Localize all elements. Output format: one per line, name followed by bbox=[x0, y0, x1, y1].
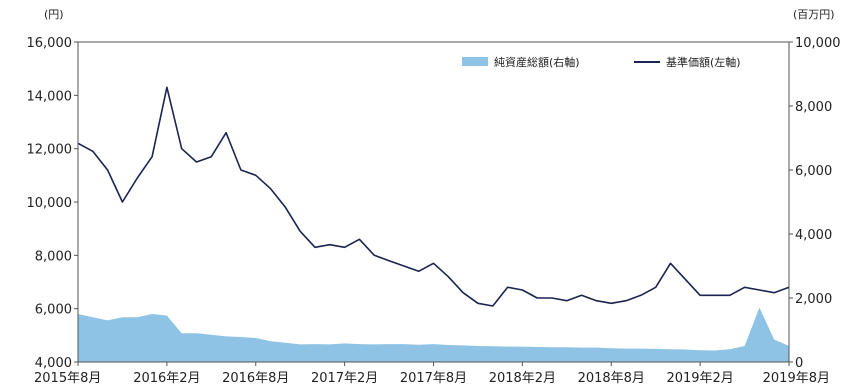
x-tick-label: 2019年2月 bbox=[666, 371, 733, 386]
right-tick-label: 6,000 bbox=[795, 164, 832, 179]
left-tick-label: 4,000 bbox=[35, 356, 72, 371]
nav-line-layer bbox=[77, 86, 790, 307]
right-tick-label: 0 bbox=[795, 356, 803, 371]
left-tick-label: 10,000 bbox=[27, 196, 73, 211]
left-tick-label: 8,000 bbox=[35, 249, 72, 264]
left-axis-ticks: 4,000 6,000 8,000 10,000 12,000 14,000 16,000 bbox=[27, 36, 78, 371]
x-axis-ticks: 2015年8月 2016年2月 2016年8月 2017年2月 2017年8月 2018年… bbox=[34, 362, 830, 386]
left-axis-unit: (円) bbox=[44, 8, 64, 21]
right-axis-ticks: 0 2,000 4,000 6,000 8,000 10,000 bbox=[789, 36, 841, 371]
right-tick-label: 2,000 bbox=[795, 292, 832, 307]
legend-line-label: 基準価額(左軸) bbox=[666, 55, 741, 69]
x-tick-label: 2017年2月 bbox=[311, 371, 378, 386]
right-tick-label: 4,000 bbox=[795, 228, 832, 243]
legend-area-swatch bbox=[462, 57, 488, 66]
x-tick-label: 2016年2月 bbox=[133, 371, 200, 386]
left-tick-label: 6,000 bbox=[35, 303, 72, 318]
right-tick-label: 8,000 bbox=[795, 100, 832, 115]
x-tick-label: 2018年8月 bbox=[578, 371, 645, 386]
x-tick-label: 2015年8月 bbox=[34, 371, 101, 386]
left-tick-label: 12,000 bbox=[27, 143, 73, 158]
net-assets-area bbox=[78, 307, 789, 362]
nav-line bbox=[77, 86, 790, 307]
legend-area-label: 純資産総額(右軸) bbox=[494, 55, 580, 69]
x-tick-label: 2019年8月 bbox=[763, 371, 830, 386]
left-tick-label: 16,000 bbox=[27, 36, 73, 51]
x-tick-label: 2016年8月 bbox=[222, 371, 289, 386]
net-assets-area-layer bbox=[78, 307, 789, 362]
right-axis-unit: (百万円) bbox=[793, 8, 835, 21]
x-tick-label: 2018年2月 bbox=[489, 371, 556, 386]
plot-frame bbox=[77, 41, 790, 363]
left-tick-label: 14,000 bbox=[27, 89, 73, 104]
legend: 純資産総額(右軸) 基準価額(左軸) bbox=[462, 55, 741, 69]
x-tick-label: 2017年8月 bbox=[400, 371, 467, 386]
right-tick-label: 10,000 bbox=[795, 36, 841, 51]
